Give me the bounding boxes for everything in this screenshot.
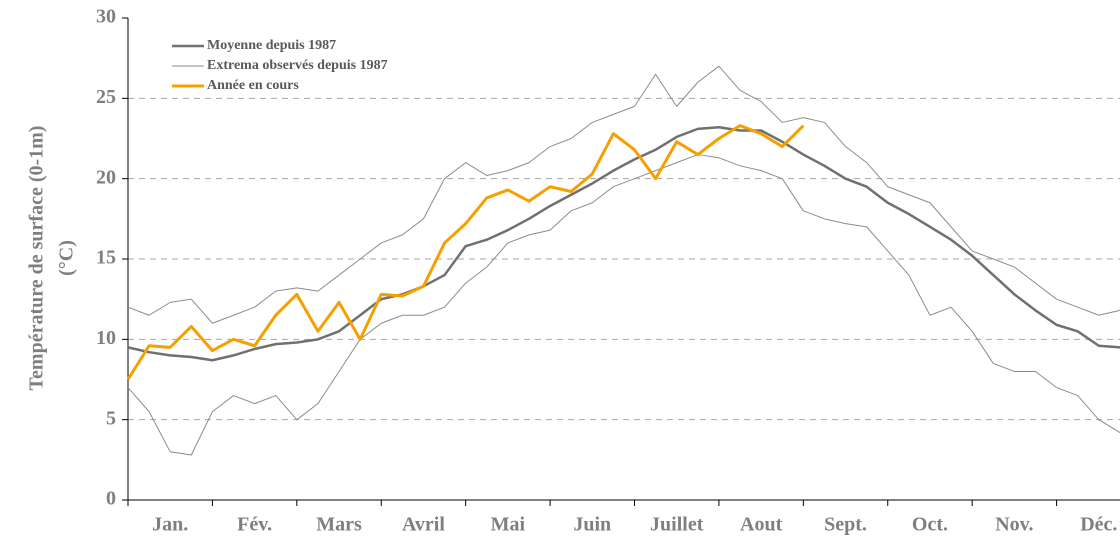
x-tick-label: Sept. xyxy=(824,514,867,536)
y-label-line: (°C) xyxy=(56,240,78,276)
y-tick-label: 0 xyxy=(106,488,116,510)
y-tick-label: 15 xyxy=(96,247,116,269)
x-tick-label: Déc. xyxy=(1080,514,1117,536)
series-line xyxy=(126,124,805,381)
y-tick-label: 5 xyxy=(106,407,116,429)
series-line xyxy=(127,126,1120,362)
legend-label: Année en cours xyxy=(207,78,299,93)
x-tick-label: Mars xyxy=(316,514,362,536)
y-label: Température de surface (0-1m) (°C) xyxy=(26,126,78,391)
series-line xyxy=(127,154,1120,456)
y-tick-label: 25 xyxy=(96,86,116,108)
y-tick-label: 20 xyxy=(96,166,116,188)
legend-label: Moyenne depuis 1987 xyxy=(207,38,336,53)
x-tick-label: Fév. xyxy=(237,514,272,536)
x-tick-label: Avril xyxy=(402,514,445,536)
x-tick-label: Mai xyxy=(491,514,526,536)
x-tick-label: Aout xyxy=(740,514,783,536)
series-line xyxy=(127,65,1120,324)
x-tick-label: Jan. xyxy=(152,514,188,536)
x-tick-label: Nov. xyxy=(995,514,1033,536)
y-tick-label: 10 xyxy=(96,327,116,349)
legend-label: Extrema observés depuis 1987 xyxy=(207,58,388,73)
x-tick-label: Oct. xyxy=(912,514,948,536)
x-tick-label: Juin xyxy=(573,514,611,536)
x-tick-label: Juillet xyxy=(650,514,704,536)
y-tick-label: 30 xyxy=(96,6,116,28)
y-label-line: Température de surface (0-1m) xyxy=(26,126,48,391)
